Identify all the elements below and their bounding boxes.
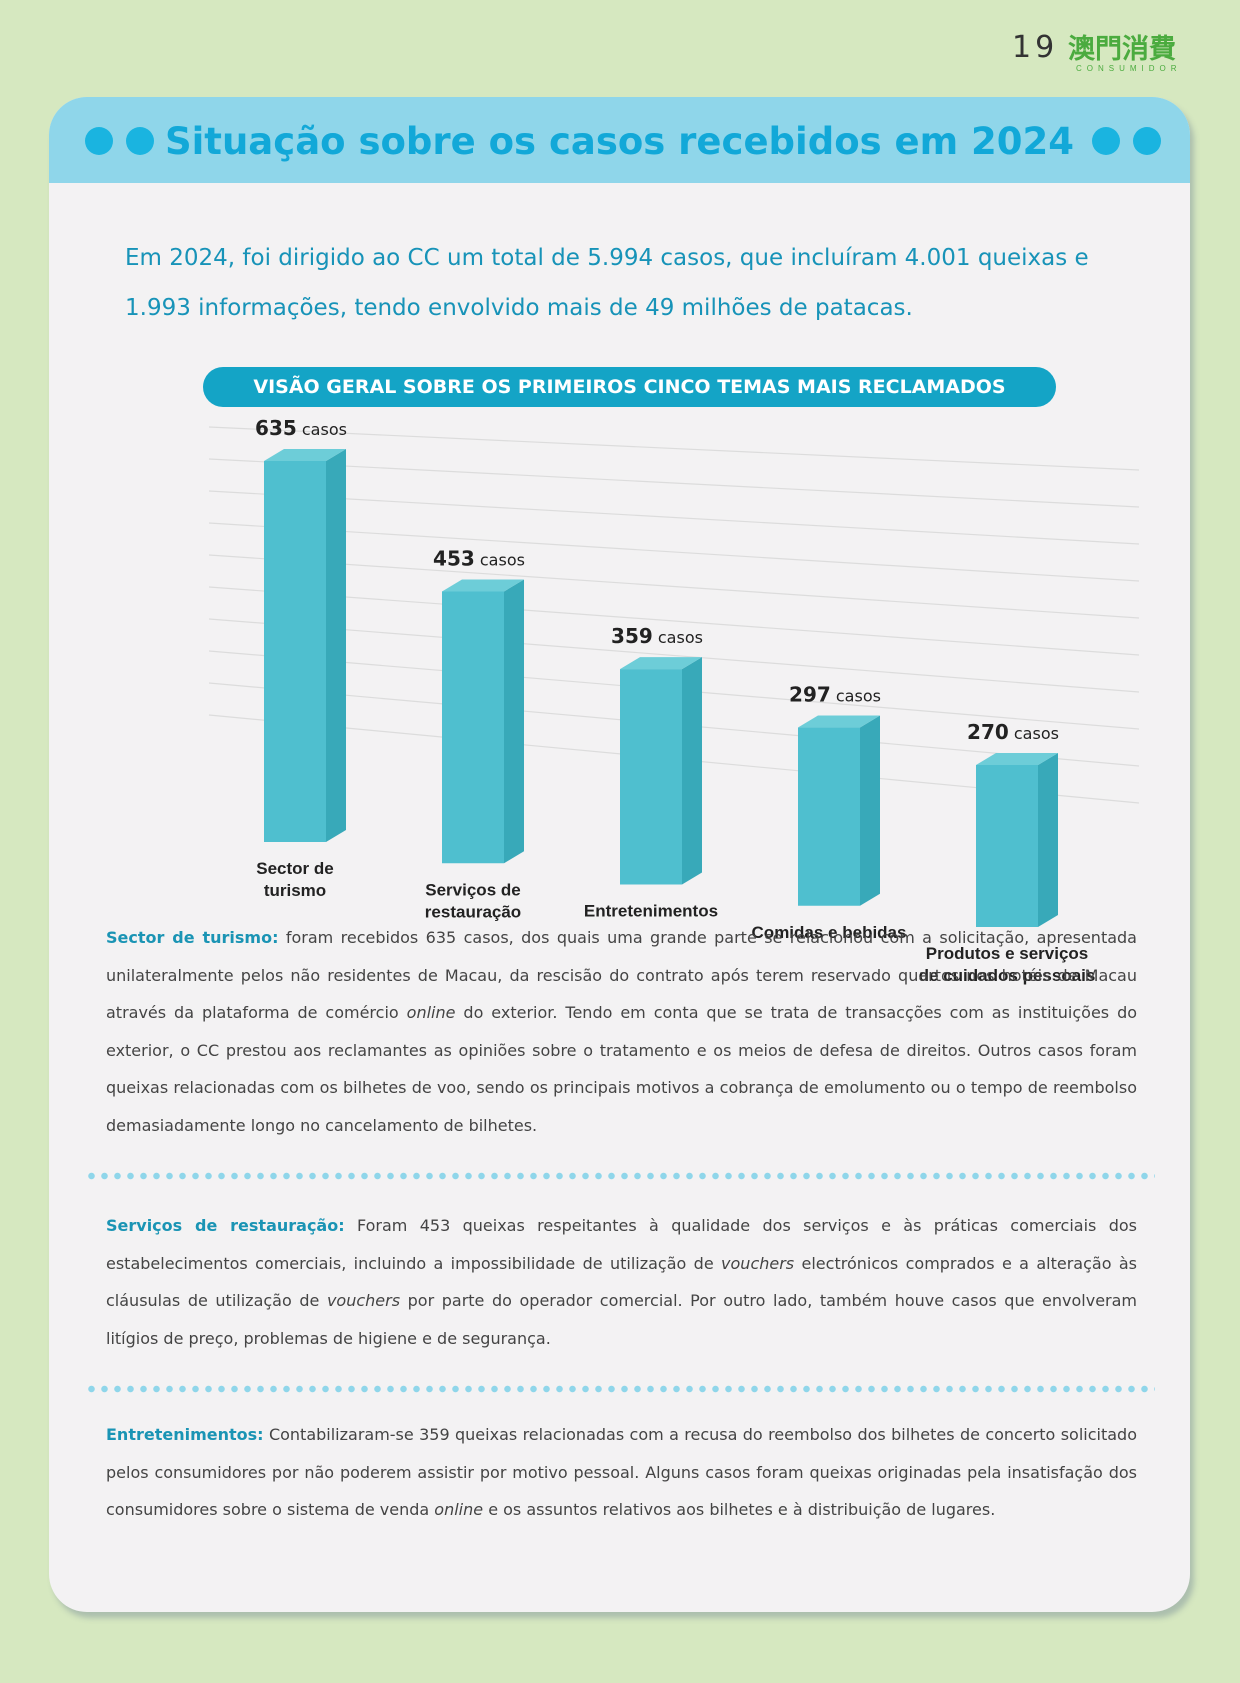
category-label: Serviços de xyxy=(425,880,520,899)
category-label: de cuidados pessoais xyxy=(919,966,1096,985)
bar-side xyxy=(326,449,346,842)
category-label: Produtos e serviços xyxy=(926,944,1089,963)
bar xyxy=(798,727,860,906)
data-label-unit: casos xyxy=(475,550,525,569)
section-italic-term: online xyxy=(406,1003,456,1022)
data-label-value: 635 xyxy=(255,417,297,440)
card-header xyxy=(49,97,1190,183)
data-label: 297 casos xyxy=(789,683,881,707)
decorative-dot-icon xyxy=(126,127,154,155)
grid-line xyxy=(208,618,1140,693)
section-text: Contabilizaram-se 359 queixas relacionad… xyxy=(106,1425,1137,1519)
bar-top xyxy=(264,449,346,461)
bar xyxy=(264,461,326,842)
section-italic-term: online xyxy=(434,1500,484,1519)
section-entretenimentos: Entretenimentos: Contabilizaram-se 359 q… xyxy=(106,1416,1137,1529)
bar xyxy=(442,591,504,864)
grid-line xyxy=(208,458,1140,508)
data-label-unit: casos xyxy=(1009,724,1059,743)
bar-side xyxy=(682,657,702,885)
bar-top xyxy=(976,753,1058,765)
section-italic-term: vouchers xyxy=(326,1291,401,1310)
card-title: Situação sobre os casos recebidos em 202… xyxy=(164,120,1075,163)
consumidor-logo: 澳門消費 CONSUMIDOR xyxy=(1068,34,1188,73)
data-label: 635 casos xyxy=(255,417,347,440)
section-italic-term: vouchers xyxy=(721,1253,795,1273)
category-label: Comidas e bebidas xyxy=(752,923,907,942)
bar-side xyxy=(504,579,524,864)
grid-line xyxy=(208,554,1140,619)
category-label: restauração xyxy=(425,902,521,921)
logo-latin-text: CONSUMIDOR xyxy=(1076,64,1182,73)
bar-chart: 635 casos Sector de turismo 453 casos Serviç… xyxy=(208,417,1140,985)
data-label-value: 453 xyxy=(433,546,475,570)
data-label-value: 270 xyxy=(967,720,1009,744)
data-label: 270 casos xyxy=(967,720,1059,744)
section-text: por parte do operador comercial. Por out… xyxy=(106,1291,1138,1348)
section-text: Foram 453 queixas respeitantes à qualida… xyxy=(106,1216,1138,1273)
content-card: Situação sobre os casos recebidos em 202… xyxy=(49,97,1190,1612)
section-text: electrónicos comprados e a alteração às … xyxy=(106,1253,1137,1311)
category-label: Entretenimentos xyxy=(584,902,718,921)
grid-line xyxy=(208,426,1140,471)
bar xyxy=(620,669,682,885)
section-text: foram recebidos 635 casos, dos quais uma… xyxy=(106,928,1137,1022)
section-label: Sector de turismo: xyxy=(106,928,279,947)
bar xyxy=(976,765,1038,927)
bar-side xyxy=(1038,753,1058,927)
data-label-unit: casos xyxy=(297,420,347,439)
intro-paragraph: Em 2024, foi dirigido ao CC um total de … xyxy=(125,245,1089,321)
data-label: 359 casos xyxy=(611,624,703,648)
section-text: do exterior. Tendo em conta que se trata… xyxy=(106,1003,1138,1135)
data-label: 453 casos xyxy=(433,546,525,570)
data-label-value: 297 xyxy=(789,683,831,707)
chart-banner: VISÃO GERAL SOBRE OS PRIMEIROS CINCO TEM… xyxy=(203,367,1056,407)
category-label: turismo xyxy=(264,881,326,900)
data-label-unit: casos xyxy=(831,687,881,706)
data-label-unit: casos xyxy=(653,628,703,647)
section-label: Entretenimentos: xyxy=(106,1425,264,1444)
bar-top xyxy=(798,715,880,728)
data-label-value: 359 xyxy=(611,624,653,648)
bar-side xyxy=(860,715,880,906)
dotted-divider xyxy=(85,1172,1155,1180)
decorative-dot-icon xyxy=(1133,127,1161,155)
grid-line xyxy=(208,522,1140,582)
section-text: e os assuntos relativos aos bilhetes e à… xyxy=(488,1500,996,1519)
decorative-dot-icon xyxy=(1092,127,1120,155)
category-label: Sector de xyxy=(256,859,333,878)
section-turismo: Sector de turismo: foram recebidos 635 c… xyxy=(106,919,1137,1144)
bar-top xyxy=(442,579,524,592)
bar-top xyxy=(620,657,702,670)
dotted-divider xyxy=(85,1385,1155,1393)
grid-line xyxy=(208,586,1140,656)
decorative-dot-icon xyxy=(85,127,113,155)
logo-chinese-text: 澳門消費 xyxy=(1068,34,1176,65)
section-restauracao: Serviços de restauração: Foram 453 queix… xyxy=(106,1207,1137,1357)
section-label: Serviços de restauração: xyxy=(106,1216,345,1235)
page-number: 19 xyxy=(1012,30,1059,65)
grid-line xyxy=(208,490,1140,545)
